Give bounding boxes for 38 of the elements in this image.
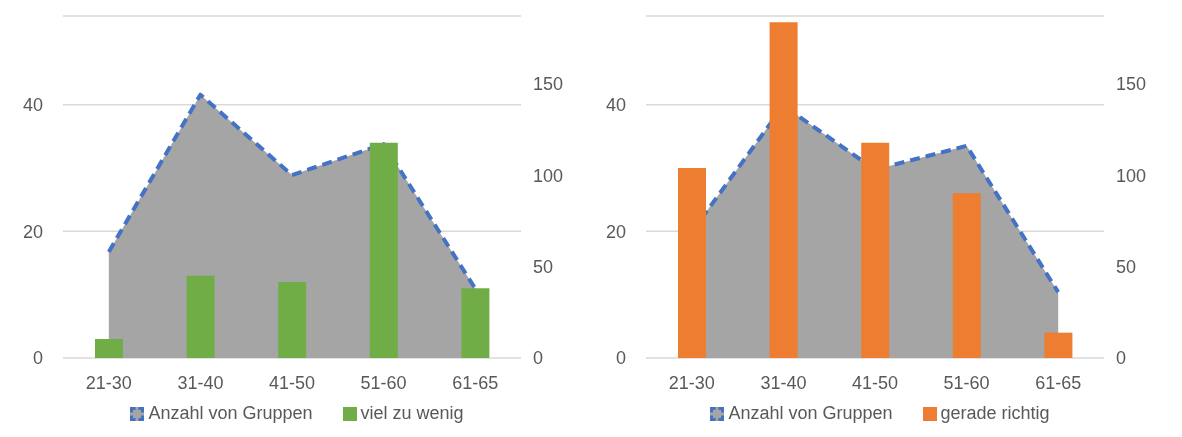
x-tick-label: 51-60 bbox=[943, 372, 990, 393]
y2-tick-label: 100 bbox=[1116, 165, 1147, 186]
x-tick-label: 31-40 bbox=[760, 372, 807, 393]
y-tick-label: 20 bbox=[22, 221, 43, 242]
bar bbox=[678, 168, 706, 358]
y2-tick-label: 150 bbox=[533, 74, 564, 95]
bar bbox=[278, 282, 307, 358]
bar bbox=[769, 22, 798, 358]
bar bbox=[952, 193, 981, 358]
y-tick-label: 0 bbox=[32, 348, 43, 369]
x-tick-label: 41-50 bbox=[851, 372, 899, 393]
legend-label: Anzahl von Gruppen bbox=[147, 403, 313, 424]
x-tick-label: 21-30 bbox=[668, 372, 715, 393]
x-tick-label: 21-30 bbox=[85, 372, 132, 393]
y2-tick-label: 100 bbox=[533, 165, 564, 186]
y-tick-label: 40 bbox=[22, 95, 43, 116]
y2-tick-label: 0 bbox=[533, 348, 544, 369]
y2-tick-label: 50 bbox=[1116, 256, 1137, 277]
bar bbox=[95, 339, 123, 358]
legend-label: gerade richtig bbox=[939, 403, 1050, 424]
y-tick-label: 20 bbox=[605, 221, 626, 242]
x-tick-label: 61-65 bbox=[1035, 372, 1082, 393]
bar bbox=[861, 142, 890, 358]
x-tick-label: 31-40 bbox=[177, 372, 224, 393]
y-tick-label: 0 bbox=[615, 348, 626, 369]
bar bbox=[1044, 332, 1073, 358]
bar bbox=[461, 288, 490, 358]
bar bbox=[369, 142, 398, 358]
x-tick-label: 41-50 bbox=[268, 372, 316, 393]
y2-tick-label: 0 bbox=[1116, 348, 1127, 369]
y2-tick-label: 150 bbox=[1116, 74, 1147, 95]
x-tick-label: 51-60 bbox=[360, 372, 407, 393]
x-tick-label: 61-65 bbox=[452, 372, 499, 393]
legend-label: Anzahl von Gruppen bbox=[727, 403, 893, 424]
y2-tick-label: 50 bbox=[533, 256, 554, 277]
bar bbox=[186, 275, 215, 358]
legend-label: viel zu wenig bbox=[359, 403, 464, 424]
y-tick-label: 40 bbox=[605, 95, 626, 116]
